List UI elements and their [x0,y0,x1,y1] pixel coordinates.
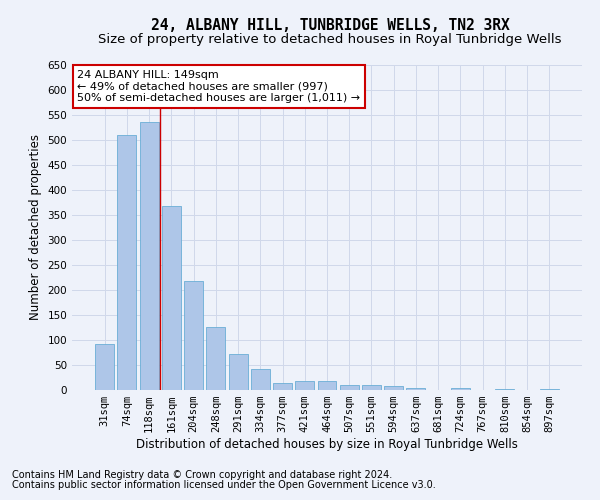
Bar [162,206,181,390]
Bar [362,384,381,390]
Bar [317,380,337,390]
Bar [295,380,314,390]
Bar [496,388,514,390]
Text: 24 ALBANY HILL: 149sqm
← 49% of detached houses are smaller (997)
50% of semi-de: 24 ALBANY HILL: 149sqm ← 49% of detached… [77,70,360,103]
Bar [540,388,559,390]
Text: Contains public sector information licensed under the Open Government Licence v3: Contains public sector information licen… [12,480,436,490]
X-axis label: Distribution of detached houses by size in Royal Tunbridge Wells: Distribution of detached houses by size … [136,438,518,451]
Bar [206,326,225,390]
Bar [451,388,470,390]
Bar [118,135,136,390]
Bar [384,386,403,390]
Bar [406,388,425,390]
Bar [273,382,292,390]
Bar [251,368,270,390]
Text: Contains HM Land Registry data © Crown copyright and database right 2024.: Contains HM Land Registry data © Crown c… [12,470,392,480]
Bar [184,281,203,390]
Bar [95,344,114,390]
Bar [229,354,248,390]
Bar [340,384,359,390]
Y-axis label: Number of detached properties: Number of detached properties [29,134,42,320]
Text: Size of property relative to detached houses in Royal Tunbridge Wells: Size of property relative to detached ho… [98,32,562,46]
Text: 24, ALBANY HILL, TUNBRIDGE WELLS, TN2 3RX: 24, ALBANY HILL, TUNBRIDGE WELLS, TN2 3R… [151,18,509,32]
Bar [140,122,158,390]
